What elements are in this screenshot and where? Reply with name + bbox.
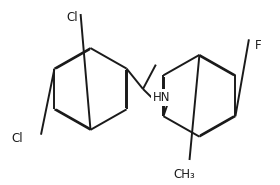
Text: Cl: Cl <box>11 132 23 145</box>
Text: Cl: Cl <box>67 11 78 24</box>
Text: CH₃: CH₃ <box>174 168 195 181</box>
Text: F: F <box>255 39 262 52</box>
Text: HN: HN <box>153 91 171 104</box>
